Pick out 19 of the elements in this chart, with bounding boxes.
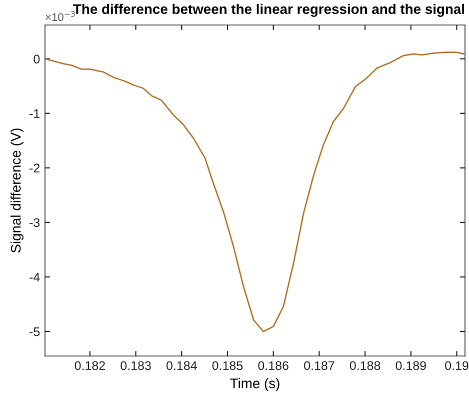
y-tick-label: -2 bbox=[30, 164, 40, 172]
line-series bbox=[45, 52, 464, 332]
x-tick-label: 0.189 bbox=[396, 361, 426, 370]
y-tick-label: -3 bbox=[30, 218, 40, 228]
x-tick-label: 0.187 bbox=[304, 361, 334, 370]
x-tick-label: 0.186 bbox=[258, 361, 288, 370]
x-tick-label: 0.183 bbox=[120, 361, 151, 370]
x-tick-label: 0.182 bbox=[74, 361, 105, 370]
y-tick-label: -5 bbox=[30, 327, 40, 336]
y-tick-label: -1 bbox=[30, 109, 40, 118]
y-axis-title: Signal difference (V) bbox=[10, 128, 24, 253]
y-tick-label: 0 bbox=[34, 54, 40, 64]
text: ×10$^{−3}$ bbox=[46, 10, 75, 22]
x-tick-label: 0.19 bbox=[445, 361, 468, 370]
x-axis-title: Time (s) bbox=[230, 378, 280, 392]
x-tick-label: 0.184 bbox=[166, 361, 197, 370]
x-tick-label: 0.185 bbox=[212, 361, 243, 370]
y-tick-label: -4 bbox=[30, 272, 40, 282]
x-tick-label: 0.188 bbox=[350, 361, 380, 370]
